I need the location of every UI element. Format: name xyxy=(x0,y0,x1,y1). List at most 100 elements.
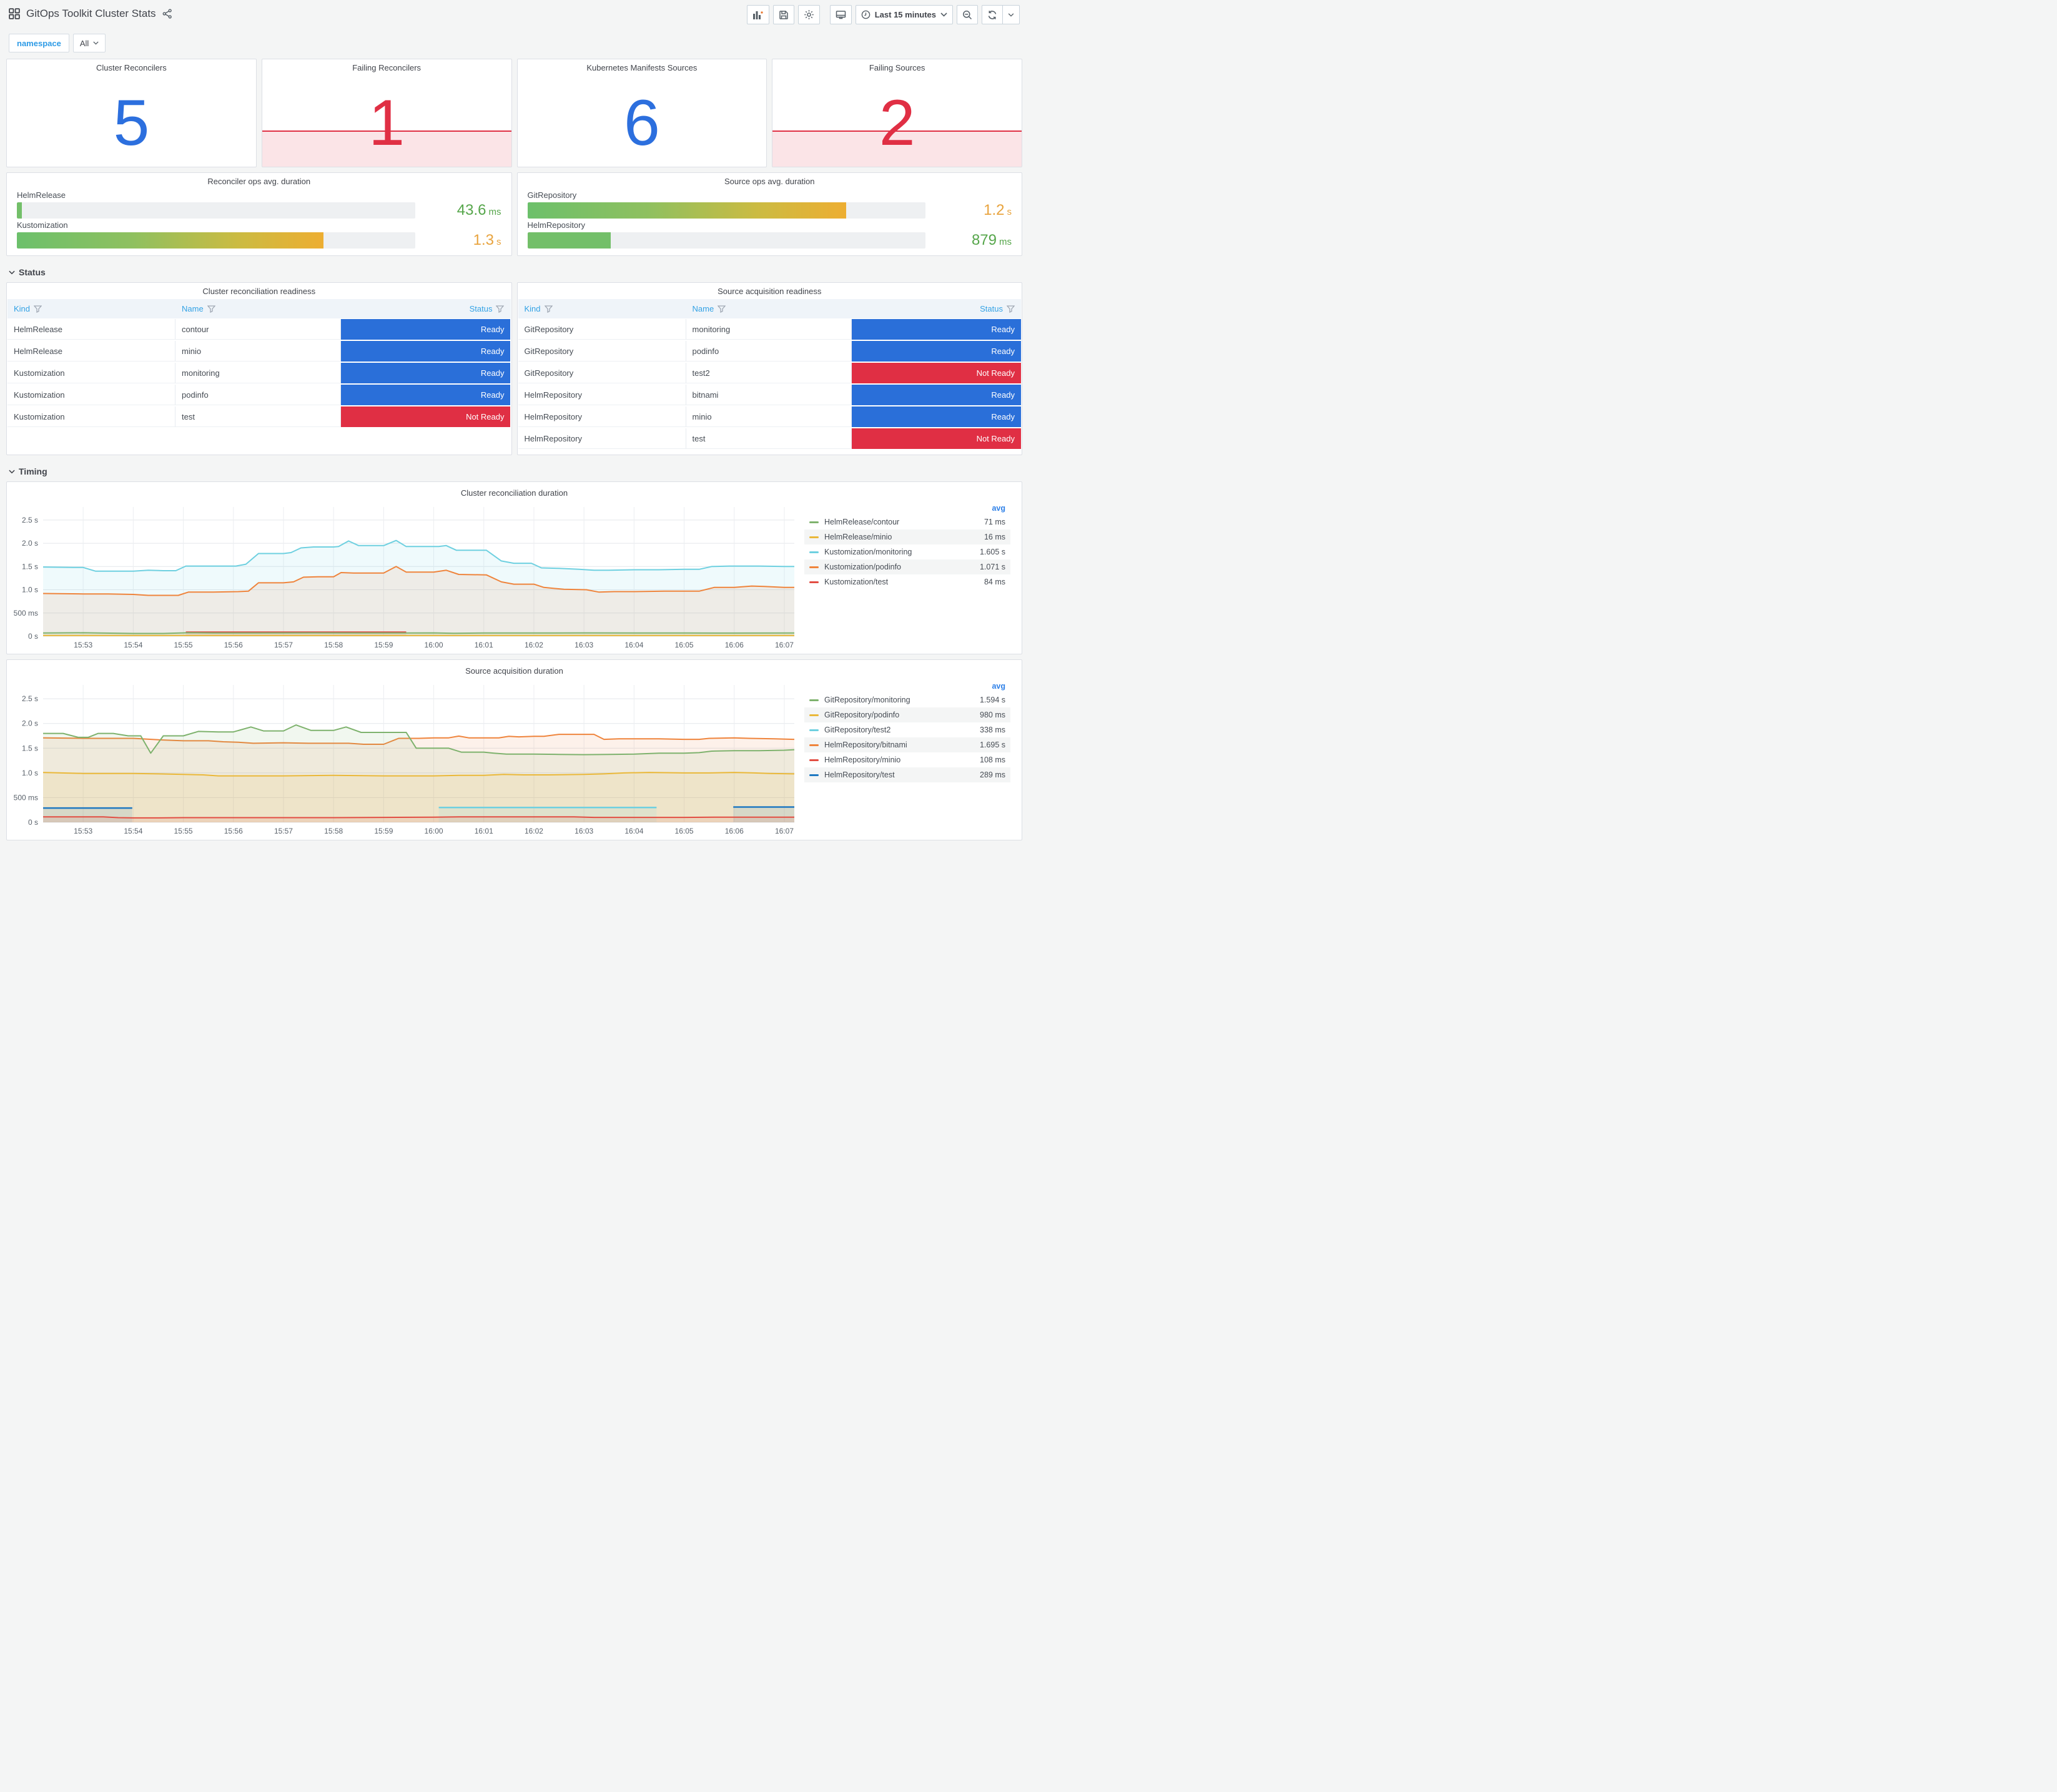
series-name[interactable]: GitRepository/monitoring xyxy=(824,696,910,704)
panel-failing-sources[interactable]: Failing Sources 2 xyxy=(772,59,1022,167)
gauge-bar xyxy=(527,232,925,249)
panel-title: Kubernetes Manifests Sources xyxy=(586,62,698,72)
add-panel-button[interactable] xyxy=(746,5,769,24)
table-cell: contour xyxy=(175,319,342,340)
filter-icon[interactable] xyxy=(718,305,726,313)
legend-item[interactable]: HelmRelease/minio 16 ms xyxy=(804,529,1010,544)
panel-failing-reconcilers[interactable]: Failing Reconcilers 1 xyxy=(261,59,512,167)
panel-source-acquisition-duration[interactable]: Source acquisition duration 0 s 500 ms 1.0… xyxy=(6,659,1022,840)
panel-kubernetes-manifests-sources[interactable]: Kubernetes Manifests Sources 6 xyxy=(516,59,767,167)
timeseries-plot[interactable]: 0 s 500 ms 1.0 s 1.5 s 2.0 s 2.5 s 15:53 15:54 1… xyxy=(11,679,802,842)
legend-avg-header[interactable]: avg xyxy=(992,504,1005,513)
stat-value: 5 xyxy=(113,87,150,159)
save-dashboard-button[interactable] xyxy=(772,5,794,24)
series-name[interactable]: Kustomization/test xyxy=(824,578,889,586)
legend-item[interactable]: HelmRepository/minio 108 ms xyxy=(804,752,1010,767)
column-header-status[interactable]: Status xyxy=(341,304,510,313)
legend-item[interactable]: Kustomization/test 84 ms xyxy=(804,574,1010,589)
series-name[interactable]: Kustomization/podinfo xyxy=(824,563,901,571)
dashboard-settings-button[interactable] xyxy=(797,5,820,24)
series-color-swatch xyxy=(809,521,819,523)
series-name[interactable]: HelmRepository/test xyxy=(824,770,895,779)
legend-item[interactable]: HelmRepository/bitnami 1.695 s xyxy=(804,737,1010,752)
series-name[interactable]: Kustomization/monitoring xyxy=(824,548,912,556)
panel-source-acquisition-readiness[interactable]: Source acquisition readiness Kind Name S… xyxy=(516,282,1022,455)
series-color-swatch xyxy=(809,551,819,553)
legend-item[interactable]: HelmRelease/contour 71 ms xyxy=(804,514,1010,529)
table-cell: podinfo xyxy=(175,385,342,405)
legend-item[interactable]: HelmRepository/test 289 ms xyxy=(804,767,1010,782)
legend-item[interactable]: GitRepository/monitoring 1.594 s xyxy=(804,692,1010,707)
column-header-kind[interactable]: Kind xyxy=(7,304,175,313)
legend-item[interactable]: Kustomization/monitoring 1.605 s xyxy=(804,544,1010,559)
filter-icon[interactable] xyxy=(544,305,553,313)
series-avg-value: 338 ms xyxy=(980,726,1005,734)
zoom-out-time-button[interactable] xyxy=(957,5,978,24)
legend-item[interactable]: Kustomization/podinfo 1.071 s xyxy=(804,559,1010,574)
stats-row: Cluster Reconcilers 5 Failing Reconciler… xyxy=(6,59,1022,167)
series-name[interactable]: HelmRepository/bitnami xyxy=(824,741,907,749)
status-badge: Ready xyxy=(341,319,511,340)
stat-value: 6 xyxy=(623,87,660,159)
filter-icon[interactable] xyxy=(1006,305,1015,313)
series-name[interactable]: HelmRelease/contour xyxy=(824,518,900,526)
dashboard-grid-icon[interactable] xyxy=(9,8,20,19)
table-row: HelmRepository bitnami Ready xyxy=(518,385,1022,405)
series-name[interactable]: HelmRepository/minio xyxy=(824,756,901,764)
table-row: GitRepository podinfo Ready xyxy=(518,341,1022,362)
section-timing[interactable]: Timing xyxy=(6,460,1022,481)
svg-text:1.5 s: 1.5 s xyxy=(22,562,38,571)
panel-cluster-reconciliation-readiness[interactable]: Cluster reconciliation readiness Kind Na… xyxy=(6,282,512,455)
series-name[interactable]: GitRepository/test2 xyxy=(824,726,891,734)
panel-reconciler-ops-duration[interactable]: Reconciler ops avg. duration HelmRelease… xyxy=(6,172,512,256)
legend-avg-header[interactable]: avg xyxy=(992,682,1005,691)
svg-text:16:04: 16:04 xyxy=(624,827,643,835)
panel-title: Cluster reconciliation readiness xyxy=(202,286,316,296)
table-header: Kind Name Status xyxy=(7,299,511,318)
column-header-status[interactable]: Status xyxy=(852,304,1021,313)
variables-row: namespace All xyxy=(0,29,1028,59)
table-row: HelmRepository minio Ready xyxy=(518,406,1022,427)
variable-namespace-picker[interactable]: All xyxy=(72,34,106,52)
page-title: GitOps Toolkit Cluster Stats xyxy=(26,7,156,19)
share-icon[interactable] xyxy=(162,9,172,19)
panel-cluster-reconcilers[interactable]: Cluster Reconcilers 5 xyxy=(6,59,257,167)
table-cell: monitoring xyxy=(175,363,342,383)
svg-text:15:54: 15:54 xyxy=(124,641,142,649)
gauge-value: 1.3 s xyxy=(473,232,501,249)
panel-cluster-reconciliation-duration[interactable]: Cluster reconciliation duration 0 s 500 m… xyxy=(6,481,1022,654)
series-name[interactable]: HelmRelease/minio xyxy=(824,533,892,541)
chart-legend: avg GitRepository/monitoring 1.594 s GitRep… xyxy=(802,679,1017,842)
status-badge: Not Ready xyxy=(341,406,511,427)
column-header-kind[interactable]: Kind xyxy=(518,304,686,313)
filter-icon[interactable] xyxy=(34,305,42,313)
panel-source-ops-duration[interactable]: Source ops avg. duration GitRepository 1… xyxy=(516,172,1022,256)
column-header-name[interactable]: Name xyxy=(175,304,341,313)
table-cell: HelmRepository xyxy=(518,428,686,449)
settings-gear-icon xyxy=(804,10,814,19)
filter-icon[interactable] xyxy=(496,305,505,313)
table-body: GitRepository monitoring Ready GitRepositor… xyxy=(518,319,1022,449)
series-name[interactable]: GitRepository/podinfo xyxy=(824,711,900,719)
table-cell: HelmRepository xyxy=(518,385,686,405)
chevron-down-icon xyxy=(9,470,15,474)
timeseries-plot[interactable]: 0 s 500 ms 1.0 s 1.5 s 2.0 s 2.5 s 15:53 15:54 1… xyxy=(11,501,802,656)
section-status[interactable]: Status xyxy=(6,261,1022,282)
status-badge: Ready xyxy=(851,406,1021,427)
gauge-value: 43.6 ms xyxy=(456,202,501,219)
time-range-label: Last 15 minutes xyxy=(874,10,936,19)
column-header-name[interactable]: Name xyxy=(686,304,852,313)
svg-text:16:03: 16:03 xyxy=(575,827,593,835)
table-cell: HelmRepository xyxy=(518,406,686,427)
kiosk-mode-button[interactable] xyxy=(829,5,852,24)
svg-text:16:00: 16:00 xyxy=(425,641,443,649)
legend-item[interactable]: GitRepository/test2 338 ms xyxy=(804,722,1010,737)
refresh-button[interactable] xyxy=(982,5,1003,24)
series-avg-value: 1.605 s xyxy=(979,548,1005,556)
svg-text:15:59: 15:59 xyxy=(374,827,393,835)
svg-text:500 ms: 500 ms xyxy=(14,793,38,802)
time-range-picker[interactable]: Last 15 minutes xyxy=(855,5,953,24)
filter-icon[interactable] xyxy=(207,305,215,313)
refresh-interval-dropdown[interactable] xyxy=(1003,5,1020,24)
legend-item[interactable]: GitRepository/podinfo 980 ms xyxy=(804,707,1010,722)
